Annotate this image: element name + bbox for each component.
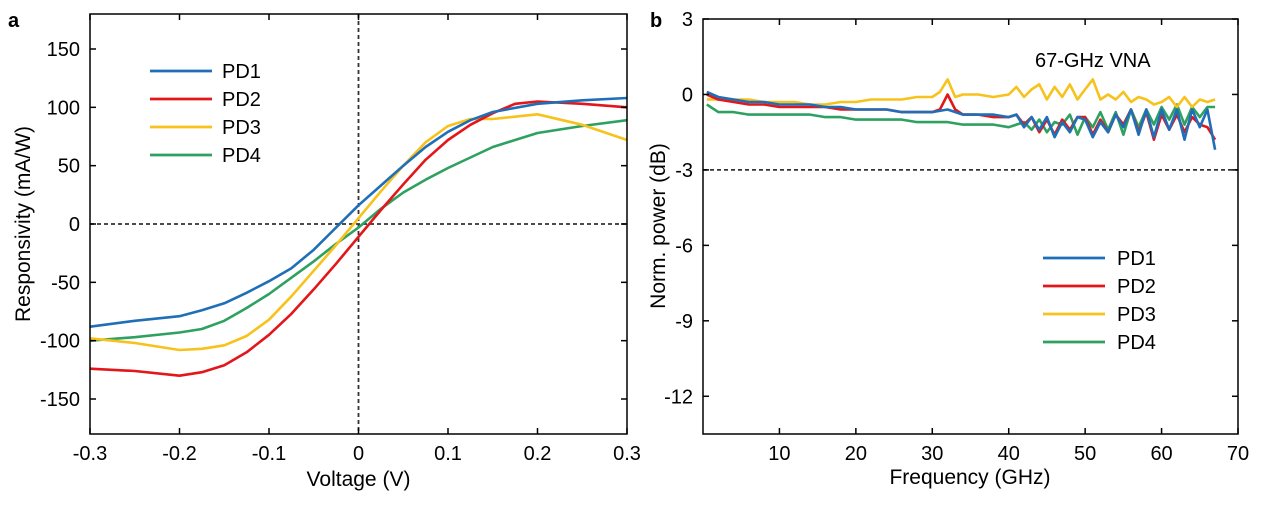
panel-b-label: b	[650, 10, 662, 32]
y-tick-label: -9	[675, 311, 693, 333]
panel-b-series	[706, 78, 1217, 151]
legend-item-pd4: PD4	[150, 145, 261, 167]
series-line-pd3	[706, 78, 1216, 109]
panel-a: a -0.3 -0.2 -0.1 0 0.1 0.2 0.3 150 100 50 0 -50 -100…	[8, 10, 641, 491]
x-tick-label: -0.3	[73, 443, 107, 465]
legend-label: PD4	[222, 145, 261, 167]
series-line-pd1	[706, 90, 1217, 151]
panel-a-legend: PD1 PD2 PD3 PD4	[150, 61, 261, 167]
x-tick-label: -0.2	[162, 443, 196, 465]
x-tick-label: 20	[845, 443, 867, 465]
legend-label: PD3	[1117, 304, 1156, 326]
y-tick-label: 0	[69, 214, 80, 236]
x-tick-label: 0.2	[524, 443, 552, 465]
x-tick-label: -0.1	[252, 443, 286, 465]
x-tick-label: 30	[921, 443, 943, 465]
panel-b-annotation: 67-GHz VNA	[1035, 50, 1151, 72]
x-tick-label: 50	[1074, 443, 1096, 465]
legend-item-pd1: PD1	[1043, 248, 1156, 270]
series-line-pd4	[89, 118, 628, 342]
series-line-pd3	[89, 113, 628, 352]
legend-label: PD1	[222, 61, 261, 83]
y-tick-label: -100	[40, 331, 80, 353]
series-line-pd1	[89, 96, 628, 328]
y-tick-label: 50	[58, 156, 80, 178]
legend-item-pd3: PD3	[1043, 304, 1156, 326]
x-tick-label: 0	[353, 443, 364, 465]
panel-b-ylabel: Norm. power (dB)	[647, 143, 670, 309]
y-tick-label: -6	[675, 235, 693, 257]
y-tick-label: -3	[675, 160, 693, 182]
legend-label: PD1	[1117, 248, 1156, 270]
panel-a-ticks: -0.3 -0.2 -0.1 0 0.1 0.2 0.3 150 100 50 0 -50 -100 -1…	[40, 14, 641, 465]
x-tick-label: 10	[768, 443, 790, 465]
legend-label: PD2	[222, 89, 261, 111]
panel-a-ylabel: Responsivity (mA/W)	[12, 126, 35, 322]
legend-item-pd1: PD1	[150, 61, 261, 83]
legend-item-pd4: PD4	[1043, 332, 1156, 354]
panel-a-xlabel: Voltage (V)	[307, 468, 411, 491]
x-tick-label: 40	[998, 443, 1020, 465]
panel-b-legend: PD1 PD2 PD3 PD4	[1043, 248, 1156, 354]
series-line-pd2	[89, 100, 628, 378]
legend-item-pd2: PD2	[150, 89, 261, 111]
x-tick-label: 60	[1150, 443, 1172, 465]
y-tick-label: 150	[47, 39, 80, 61]
legend-item-pd2: PD2	[1043, 276, 1156, 298]
legend-label: PD3	[222, 117, 261, 139]
x-tick-label: 0.3	[613, 443, 641, 465]
legend-label: PD4	[1117, 332, 1156, 354]
y-tick-label: 0	[682, 84, 693, 106]
panel-b-xlabel: Frequency (GHz)	[889, 466, 1050, 489]
y-tick-label: -150	[40, 389, 80, 411]
x-tick-label: 70	[1227, 443, 1249, 465]
panel-a-series	[89, 96, 628, 378]
panel-b-plot-frame	[702, 18, 1239, 435]
y-tick-label: -50	[51, 272, 80, 294]
y-tick-label: -12	[664, 386, 693, 408]
panel-a-label: a	[8, 10, 20, 32]
y-tick-label: 3	[682, 9, 693, 31]
legend-label: PD2	[1117, 276, 1156, 298]
panel-a-reference-lines	[90, 14, 627, 434]
legend-item-pd3: PD3	[150, 117, 261, 139]
x-tick-label: 0.1	[434, 443, 462, 465]
y-tick-label: 100	[47, 97, 80, 119]
